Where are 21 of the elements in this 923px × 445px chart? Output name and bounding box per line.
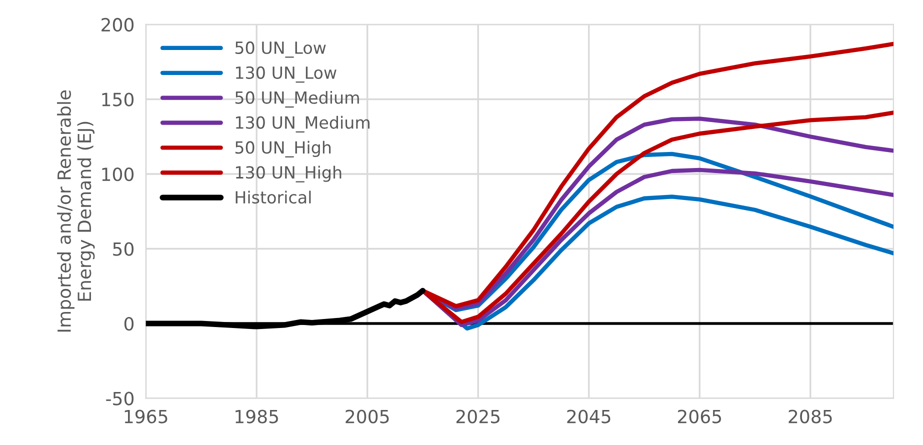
y-tick-label: 0 (124, 316, 134, 331)
legend-label: 130 UN_High (236, 166, 342, 182)
y-tick-label: 200 (102, 18, 134, 32)
legend-label: 130 UN_Medium (236, 116, 370, 133)
x-tick-label: 2065 (678, 410, 722, 424)
legend-label: 50 UN_Low (235, 41, 326, 58)
y-axis-title: Imported and/or Renerable Energy Demand (EJ) (57, 90, 95, 332)
x-tick-label: 2045 (567, 410, 610, 424)
x-tick-label: 1965 (124, 410, 168, 424)
legend-label: 130 UN_Low (236, 66, 336, 83)
legend-label: Historical (236, 190, 311, 204)
legend-label: 50 UN_Medium (235, 90, 359, 108)
x-tick-label: 2025 (456, 410, 500, 424)
y-tick-label: 50 (113, 242, 134, 256)
x-tick-label: 2085 (788, 410, 832, 424)
y-tick-label: 150 (102, 92, 134, 106)
y-tick-label: -50 (106, 392, 134, 406)
legend-label: 50 UN_High (235, 140, 331, 158)
x-tick-label: 1985 (236, 410, 278, 424)
x-tick-label: 2005 (346, 410, 389, 424)
y-tick-label: 100 (102, 167, 134, 182)
